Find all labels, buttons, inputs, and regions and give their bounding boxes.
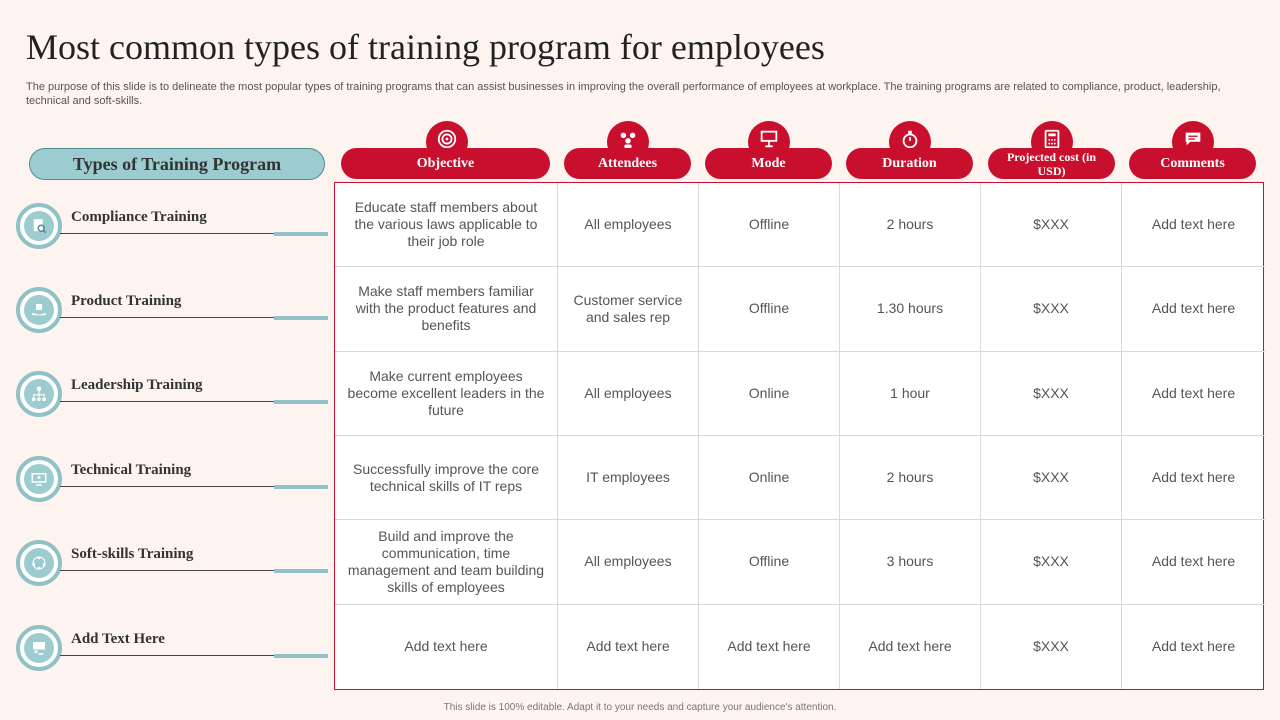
table-cell: 2 hours <box>840 183 981 268</box>
row-leadership-training: Leadership Training <box>16 371 328 421</box>
presentation-person-icon <box>16 625 62 671</box>
table-cell: $XXX <box>981 351 1122 436</box>
table-cell: Add text here <box>1122 267 1265 352</box>
hierarchy-icon <box>16 371 62 417</box>
table-cell: Make staff members familiar with the pro… <box>335 267 558 352</box>
table-cell: Successfully improve the core technical … <box>335 436 558 521</box>
table-cell: All employees <box>558 520 699 605</box>
table-cell: Add text here <box>1122 520 1265 605</box>
table-cell: IT employees <box>558 436 699 521</box>
slide-title: Most common types of training program fo… <box>26 27 825 67</box>
table-cell: $XXX <box>981 183 1122 268</box>
header-mode: Mode <box>705 148 832 179</box>
row-label-text: Compliance Training <box>71 209 207 225</box>
header-objective: Objective <box>341 148 550 179</box>
types-header: Types of Training Program <box>29 148 325 180</box>
technical-icon <box>16 456 62 502</box>
row-soft-skills-training: Soft-skills Training <box>16 540 328 590</box>
header-duration: Duration <box>846 148 973 179</box>
table-cell: Build and improve the communication, tim… <box>335 520 558 605</box>
header-comments: Comments <box>1129 148 1256 179</box>
table-cell: $XXX <box>981 267 1122 352</box>
table-cell: $XXX <box>981 520 1122 605</box>
table-cell: 1.30 hours <box>840 267 981 352</box>
table-cell: Customer service and sales rep <box>558 267 699 352</box>
table-cell: Make current employees become excellent … <box>335 351 558 436</box>
header-projected-cost: Projected cost (in USD) <box>988 148 1115 179</box>
row-label-text: Add Text Here <box>71 631 165 647</box>
table-cell: All employees <box>558 183 699 268</box>
slide-subtitle: The purpose of this slide is to delineat… <box>26 81 1221 107</box>
table-cell: Add text here <box>840 604 981 689</box>
row-add-text-here: Add Text Here <box>16 625 328 675</box>
table-cell: Add text here <box>1122 352 1265 436</box>
training-table: Educate staff members about the various … <box>334 182 1265 690</box>
row-product-training: Product Training <box>16 287 328 337</box>
table-cell: Offline <box>699 267 840 352</box>
table-cell: $XXX <box>981 604 1122 689</box>
table-cell: Add text here <box>1151 638 1236 655</box>
document-search-icon <box>16 203 62 249</box>
table-cell: Online <box>699 436 840 521</box>
table-cell: Add text here <box>335 604 558 689</box>
table-cell: All employees <box>558 351 699 436</box>
product-hand-icon <box>16 287 62 333</box>
row-technical-training: Technical Training <box>16 456 328 506</box>
row-label-text: Leadership Training <box>71 377 203 393</box>
row-label-text: Soft-skills Training <box>71 546 194 562</box>
row-compliance-training: Compliance Training <box>16 203 328 253</box>
table-cell: Add text here <box>699 604 840 689</box>
table-cell: Add text here <box>1122 436 1265 521</box>
row-label-text: Product Training <box>71 293 182 309</box>
row-label-text: Technical Training <box>71 462 192 478</box>
table-cell: Offline <box>699 520 840 605</box>
table-cell: Offline <box>699 183 840 268</box>
table-cell: Add text here <box>1122 183 1265 268</box>
table-cell: 1 hour <box>840 351 981 436</box>
team-icon <box>16 540 62 586</box>
table-cell: 3 hours <box>840 520 981 605</box>
table-cell: Add text here <box>558 604 699 689</box>
table-cell: $XXX <box>981 436 1122 521</box>
footer-note: This slide is 100% editable. Adapt it to… <box>443 702 837 713</box>
table-cell: Educate staff members about the various … <box>335 183 558 268</box>
table-cell: 2 hours <box>840 436 981 521</box>
header-attendees: Attendees <box>564 148 691 179</box>
table-cell: Online <box>699 351 840 436</box>
